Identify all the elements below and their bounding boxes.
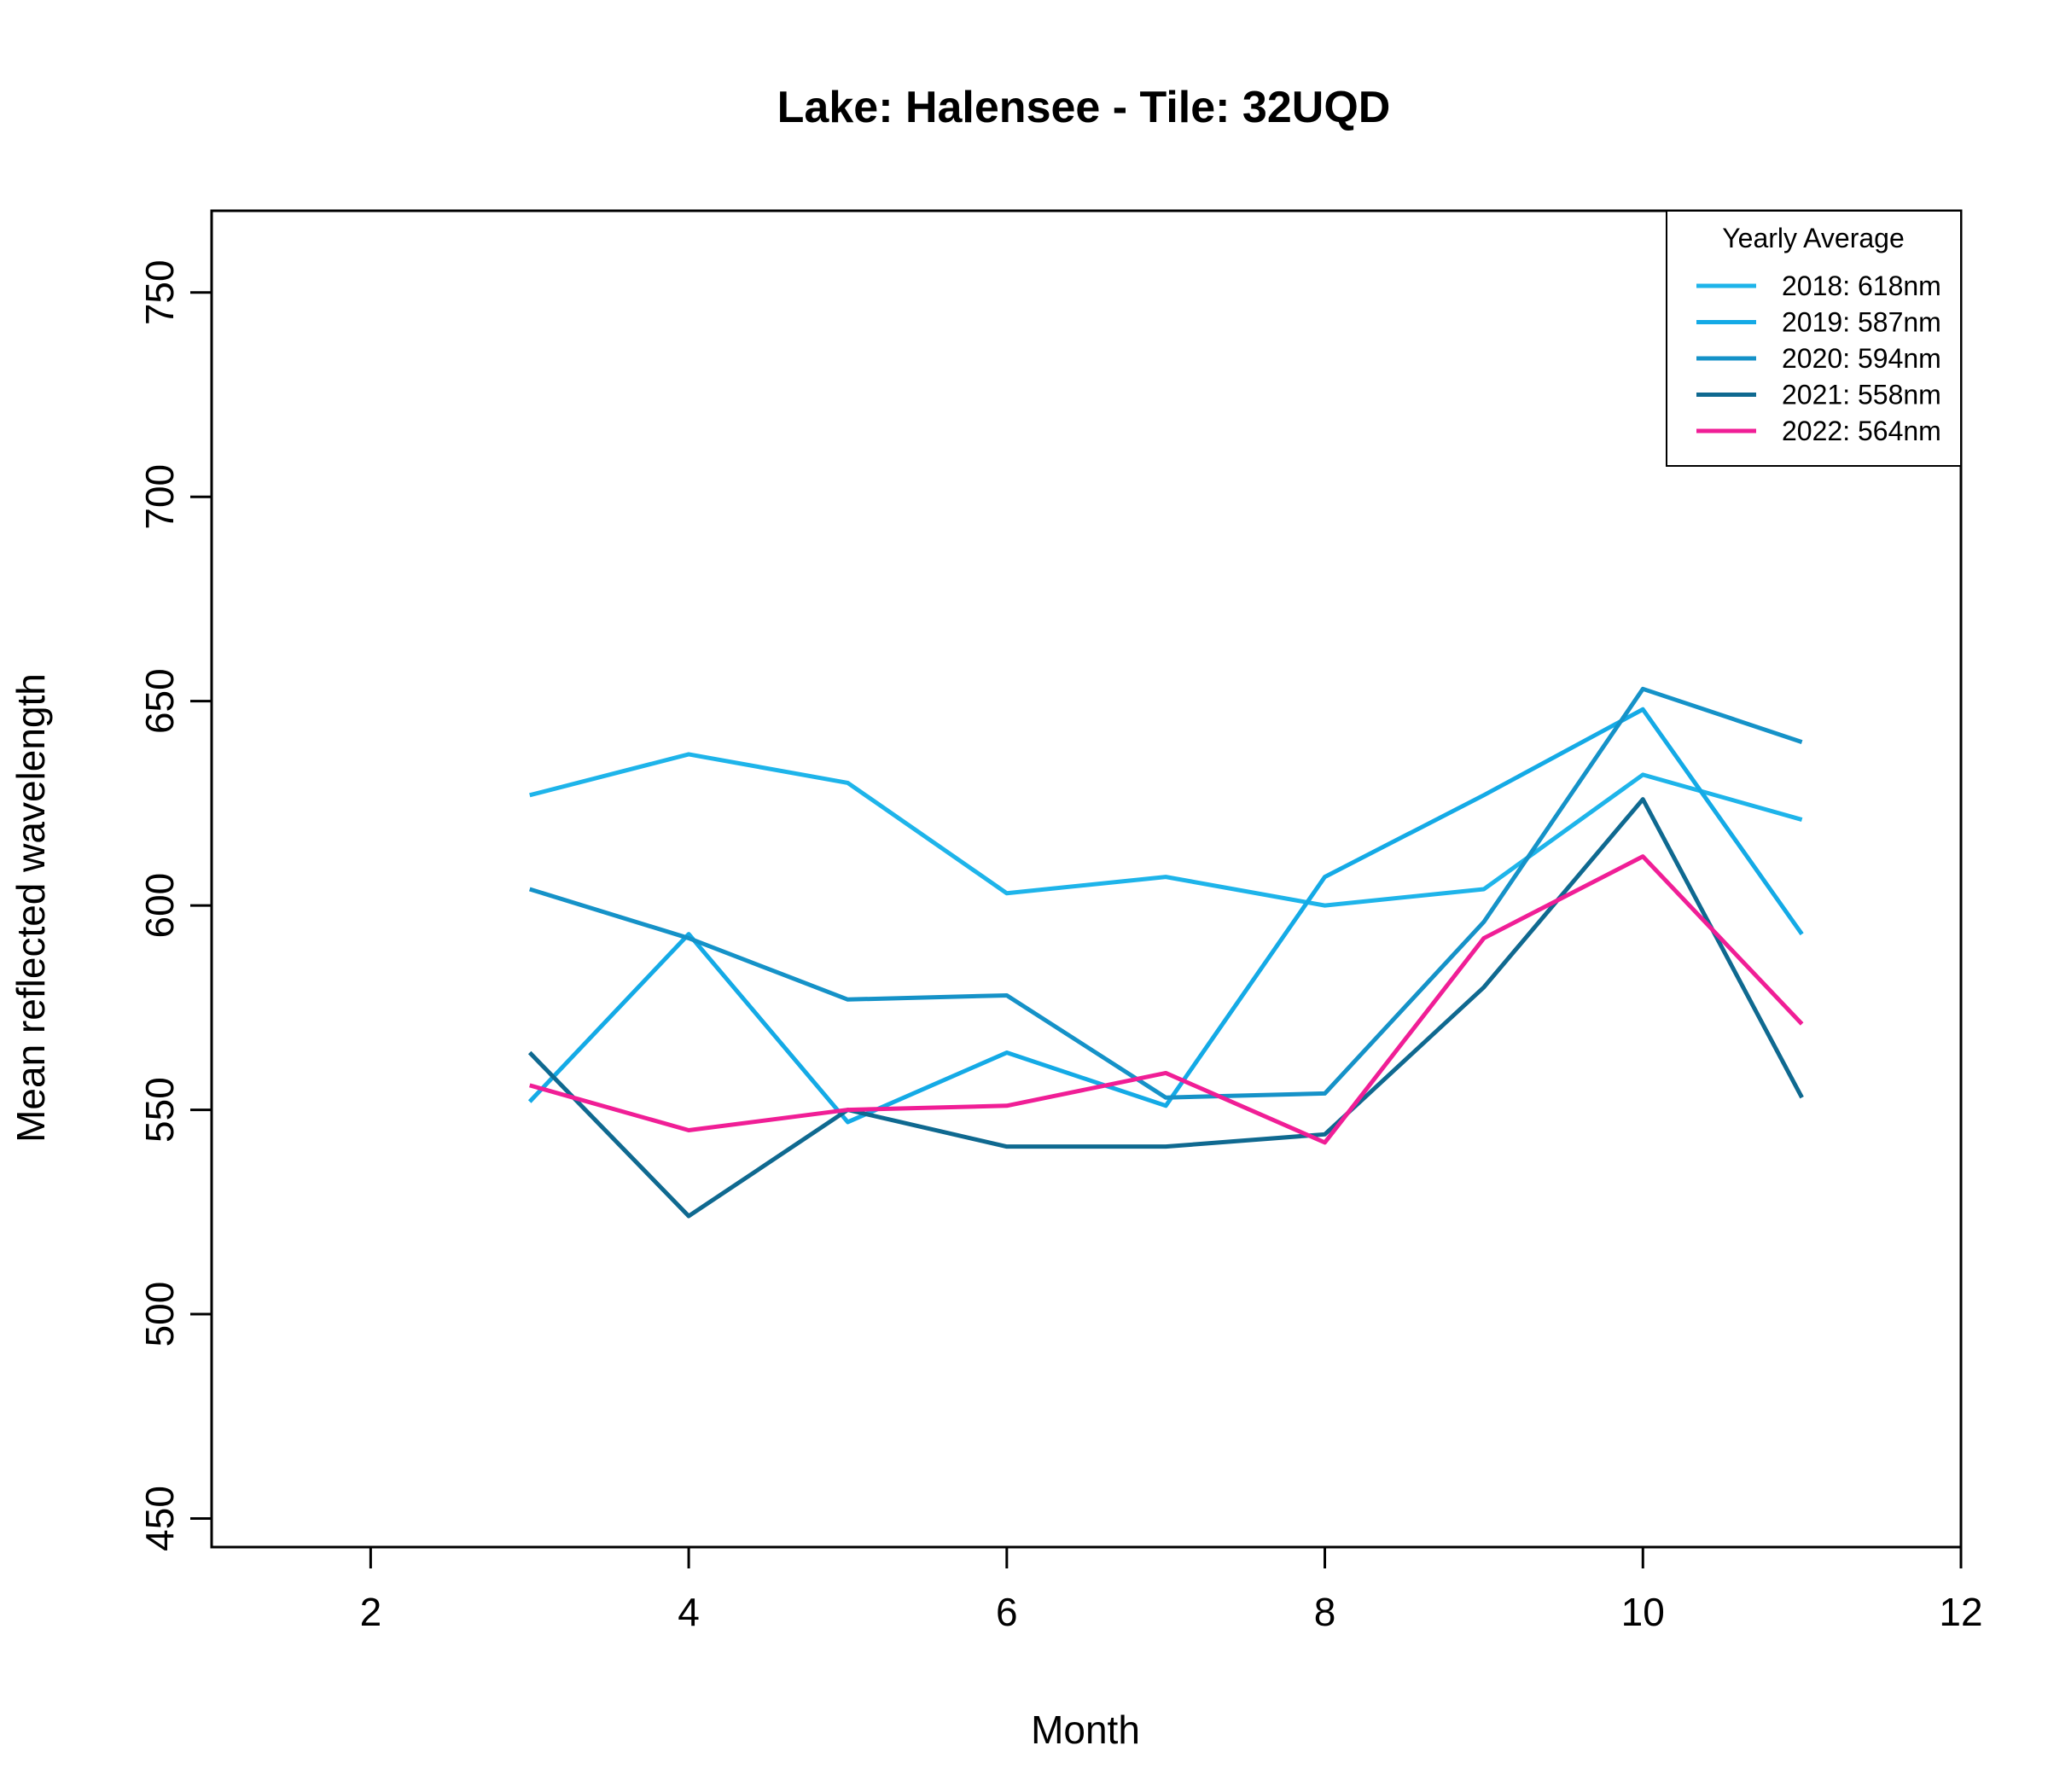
- y-axis: 450 500 550 600 650 700 750: [137, 259, 212, 1551]
- y-tick-label: 650: [137, 668, 182, 734]
- y-axis-title: Mean reflected wavelength: [9, 673, 53, 1143]
- chart-title: Lake: Halensee - Tile: 32UQD: [777, 83, 1391, 132]
- y-tick-label: 700: [137, 464, 182, 530]
- x-tick-label: 4: [678, 1590, 700, 1634]
- series-lines: [527, 686, 1804, 1219]
- x-tick-label: 2: [360, 1590, 382, 1634]
- y-tick-label: 550: [137, 1077, 182, 1143]
- x-axis-title: Month: [1031, 1708, 1140, 1752]
- legend-title: Yearly Average: [1722, 223, 1905, 253]
- legend-label: 2021: 558nm: [1782, 380, 1941, 410]
- x-tick-label: 12: [1939, 1590, 1982, 1634]
- series-line-3: [527, 797, 1804, 1219]
- y-tick-label: 500: [137, 1282, 182, 1347]
- legend: Yearly Average 2018: 618nm 2019: 587nm 202…: [1666, 210, 1962, 467]
- x-tick-label: 8: [1314, 1590, 1336, 1634]
- series-line-1: [527, 707, 1804, 1125]
- y-tick-label: 600: [137, 873, 182, 939]
- legend-box: [1666, 210, 1962, 467]
- x-tick-label: 10: [1621, 1590, 1665, 1634]
- series-line-0: [529, 752, 1803, 908]
- legend-label: 2018: 618nm: [1782, 271, 1941, 301]
- y-tick-label: 750: [137, 259, 182, 325]
- x-axis: 2 4 6 8 10 12: [360, 1547, 1983, 1634]
- series-line-4: [529, 854, 1804, 1145]
- legend-items: 2018: 618nm 2019: 587nm 2020: 594nm 2021: 5…: [1696, 271, 1941, 446]
- plot-area: [210, 209, 1963, 1549]
- y-tick-label: 450: [137, 1486, 182, 1551]
- legend-label: 2022: 564nm: [1782, 416, 1941, 446]
- legend-label: 2020: 594nm: [1782, 343, 1941, 374]
- x-tick-label: 6: [996, 1590, 1018, 1634]
- series-line-2: [528, 686, 1803, 1100]
- legend-label: 2019: 587nm: [1782, 307, 1941, 338]
